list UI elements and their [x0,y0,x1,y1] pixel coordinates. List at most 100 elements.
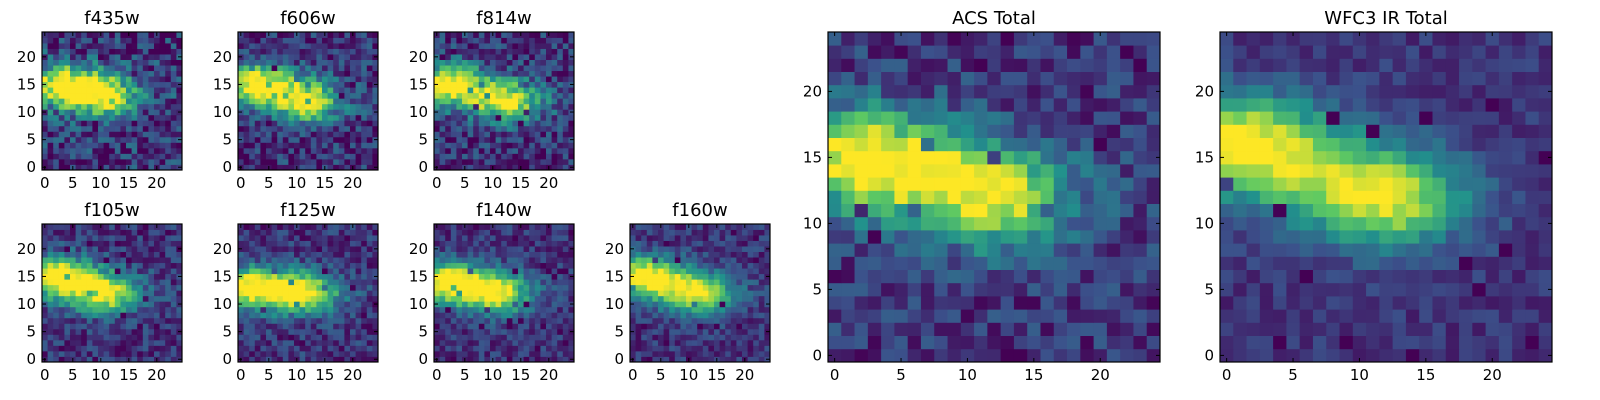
heatmap-cell [333,142,340,149]
heatmap-cell [109,312,116,319]
heatmap-cell [456,246,463,252]
heatmap-cell [1040,243,1055,257]
heatmap-cell [154,273,160,280]
y-tick-label: 10 [17,103,36,121]
heatmap-cell [322,290,328,297]
heatmap-cell [828,216,842,231]
heatmap-cell [81,70,88,77]
heatmap-cell [495,295,502,302]
heatmap-cell [109,147,116,154]
heatmap-cell [64,81,71,88]
heatmap-cell [282,32,289,38]
heatmap-cell [350,268,356,275]
heatmap-cell [310,32,317,38]
heatmap-cell [344,356,351,363]
heatmap-cell [495,257,502,264]
heatmap-cell [322,328,328,335]
y-tick-label: 5 [614,323,624,341]
heatmap-cell [327,120,334,127]
heatmap-cell [249,43,256,49]
heatmap-cell [126,246,132,252]
heatmap-cell [361,295,368,302]
heatmap-cell [697,229,704,236]
heatmap-cell [495,328,502,335]
heatmap-cell [305,81,312,88]
heatmap-cell [126,120,132,127]
heatmap-cell [238,142,244,149]
heatmap-cell [697,268,704,275]
heatmap-cell [725,273,732,280]
heatmap-cell [714,350,720,357]
heatmap-cell [316,120,323,127]
heatmap-cell [697,345,704,352]
heatmap-cells [42,32,183,171]
heatmap-cell [344,37,351,44]
heatmap-cell [327,235,334,241]
heatmap-cell [467,32,474,38]
heatmap-cell [1040,164,1055,178]
heatmap-cell [137,103,144,110]
heatmap-cell [568,224,575,230]
heatmap-cell [434,120,440,127]
heatmap-cell [490,43,496,49]
heatmap-cell [148,147,155,154]
heatmap-cell [867,190,882,204]
heatmap-cell [366,339,373,346]
heatmap-cell [1133,203,1148,218]
heatmap-cell [355,109,362,116]
heatmap-cell [243,43,250,49]
heatmap-cell [159,87,166,94]
heatmap-cell [546,345,552,352]
heatmap-cell [434,229,440,236]
heatmap-cell [288,48,295,55]
heatmap-cell [467,317,474,324]
heatmap-cell [562,312,569,319]
heatmap-cell [238,257,244,264]
heatmap-cell [523,136,530,143]
heatmap-cell [758,240,765,247]
heatmap-cell [58,43,65,49]
heatmap-cell [546,147,552,154]
heatmap-cell [165,76,172,83]
heatmap-cell [445,323,452,330]
heatmap-cell [546,257,552,264]
heatmap-cell [288,158,295,165]
heatmap-cell [551,295,558,302]
heatmap-cell [652,345,659,352]
heatmap-cell [114,356,121,363]
heatmap-cell [534,262,541,269]
heatmap-cell [663,334,670,341]
heatmap-cell [1027,282,1041,297]
heatmap-cell [322,295,328,302]
heatmap-cell [764,279,771,286]
heatmap-cell [294,240,300,247]
heatmap-cell [120,350,127,357]
heatmap-cell [1027,190,1041,204]
heatmap-cell [305,273,312,280]
heatmap-cell [316,142,323,149]
heatmap-cell [47,92,54,99]
heatmap-cell [142,306,149,313]
heatmap-cell [282,334,289,341]
heatmap-cell [1106,335,1121,350]
heatmap-cell [462,92,468,99]
heatmap-cell [92,235,99,241]
heatmap-cell [170,81,177,88]
heatmap-cell [176,147,183,154]
heatmap-cell [361,65,368,72]
heatmap-cell [58,114,65,121]
heatmap-cell [170,92,177,99]
heatmap-cell [702,279,709,286]
heatmap-cell [450,235,457,241]
heatmap-cell [165,224,172,230]
heatmap-cell [260,147,267,154]
heatmap-cell [92,92,99,99]
heatmap-cell [316,301,323,308]
heatmap-cell [854,256,869,270]
heatmap-cell [75,153,82,160]
heatmap-cell [691,257,698,264]
heatmap-cell [170,284,177,291]
heatmap-cell [372,323,379,330]
heatmap-cell [540,98,547,105]
